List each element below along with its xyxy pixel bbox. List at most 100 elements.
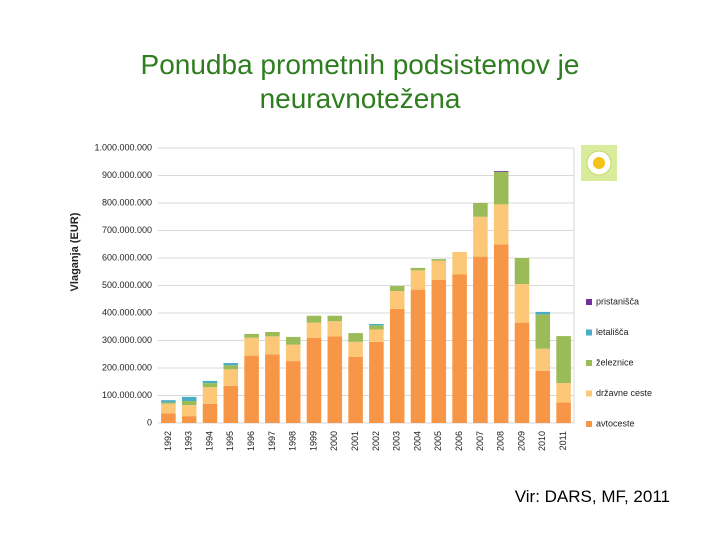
legend-label: letališča <box>596 327 629 337</box>
bar-segment <box>161 413 176 423</box>
bar-segment <box>181 416 197 423</box>
x-tick-label: 2000 <box>329 431 339 451</box>
legend-swatch <box>586 299 592 305</box>
bar-segment <box>431 260 447 280</box>
bar-segment <box>202 403 218 423</box>
bar-segment <box>535 314 551 349</box>
bar-segment <box>244 355 259 423</box>
bar-segment <box>244 337 259 356</box>
bar-segment <box>202 383 218 388</box>
legend-label: železnice <box>596 357 634 367</box>
x-tick-label: 1993 <box>184 431 194 451</box>
legend-swatch <box>586 329 592 336</box>
x-tick-label: 1994 <box>204 431 214 451</box>
y-tick-label: 100.000.000 <box>102 390 152 400</box>
legend-label: pristanišča <box>596 296 639 306</box>
bar-segment <box>202 387 218 404</box>
source-note: Vir: DARS, MF, 2011 <box>514 487 670 506</box>
legend-swatch <box>586 360 592 366</box>
bar-segment <box>473 216 488 257</box>
bar-segment <box>514 284 530 323</box>
bar-segment <box>202 380 218 384</box>
bar-segment <box>327 336 343 423</box>
x-tick-label: 2009 <box>516 431 526 451</box>
bar-segment <box>348 341 363 357</box>
bar-segment <box>327 321 343 337</box>
legend-swatch <box>586 421 592 427</box>
bar-segment <box>452 251 467 275</box>
bar-segment <box>161 400 176 403</box>
bar-segment <box>535 311 551 315</box>
bar-segment <box>369 341 384 423</box>
slide-title: Ponudba prometnih podsistemov je neuravn… <box>140 49 580 114</box>
bar-segment <box>556 383 571 403</box>
bar-segment <box>369 324 384 326</box>
bar-segment <box>514 322 530 423</box>
y-tick-label: 200.000.000 <box>102 362 152 372</box>
bar-segment <box>473 256 488 423</box>
bar-segment <box>348 357 363 423</box>
bar-segment <box>181 405 197 417</box>
y-tick-label: 400.000.000 <box>102 307 152 317</box>
bar-segment <box>285 336 301 345</box>
legend-label: avtoceste <box>596 418 635 428</box>
bar-segment <box>265 336 280 355</box>
y-axis-label: Vlaganja (EUR) <box>69 212 81 291</box>
bar-segment <box>556 402 571 423</box>
bar-segment <box>306 315 322 323</box>
x-tick-label: 2005 <box>433 431 443 451</box>
bar-segment <box>265 331 280 337</box>
bar-segment <box>493 244 509 423</box>
y-tick-label: 600.000.000 <box>102 252 152 262</box>
bar-segment <box>285 361 301 423</box>
bar-segment <box>389 286 405 291</box>
x-tick-label: 2002 <box>371 431 381 451</box>
bar-segment <box>265 354 280 423</box>
bar-segment <box>410 270 426 290</box>
y-tick-label: 300.000.000 <box>102 335 152 345</box>
bar-segment <box>306 337 322 423</box>
bar-segment <box>223 369 239 386</box>
bar-segment <box>181 396 197 401</box>
x-tick-label: 1996 <box>246 431 256 451</box>
bar-segment <box>473 203 488 217</box>
bar-segment <box>410 267 426 271</box>
y-tick-label: 700.000.000 <box>102 225 152 235</box>
bar-segment <box>389 291 405 309</box>
legend-label: državne ceste <box>596 388 652 398</box>
x-tick-label: 1998 <box>288 431 298 451</box>
x-tick-label: 1999 <box>308 431 318 451</box>
bar-segment <box>223 365 239 370</box>
bar-segment <box>431 259 447 261</box>
bar-segment <box>369 329 384 342</box>
bar-segment <box>514 258 530 285</box>
bar-segment <box>181 401 197 406</box>
x-tick-label: 2003 <box>392 431 402 451</box>
bar-segment <box>535 370 551 423</box>
bar-segment <box>223 385 239 423</box>
x-tick-label: 1995 <box>225 431 235 451</box>
x-tick-label: 2001 <box>350 431 360 451</box>
bar-segment <box>493 171 509 172</box>
bar-segment <box>452 274 467 423</box>
x-tick-label: 2007 <box>475 431 485 451</box>
logo <box>581 145 617 181</box>
y-tick-label: 800.000.000 <box>102 197 152 207</box>
bar-segment <box>410 289 426 423</box>
x-tick-label: 2011 <box>558 431 568 450</box>
bar-segment <box>493 204 509 245</box>
bar-segment <box>556 336 571 384</box>
bar-segment <box>535 348 551 371</box>
bar-segment <box>223 363 239 366</box>
bar-segment <box>161 403 176 414</box>
x-tick-label: 2004 <box>412 431 422 451</box>
y-tick-label: 500.000.000 <box>102 280 152 290</box>
y-tick-label: 0 <box>147 417 152 427</box>
x-tick-label: 2006 <box>454 431 464 451</box>
bar-segment <box>493 171 509 205</box>
bar-segment <box>369 325 384 330</box>
x-tick-label: 2010 <box>537 431 547 451</box>
y-tick-label: 1.000.000.000 <box>94 142 152 152</box>
x-tick-label: 2008 <box>496 431 506 451</box>
